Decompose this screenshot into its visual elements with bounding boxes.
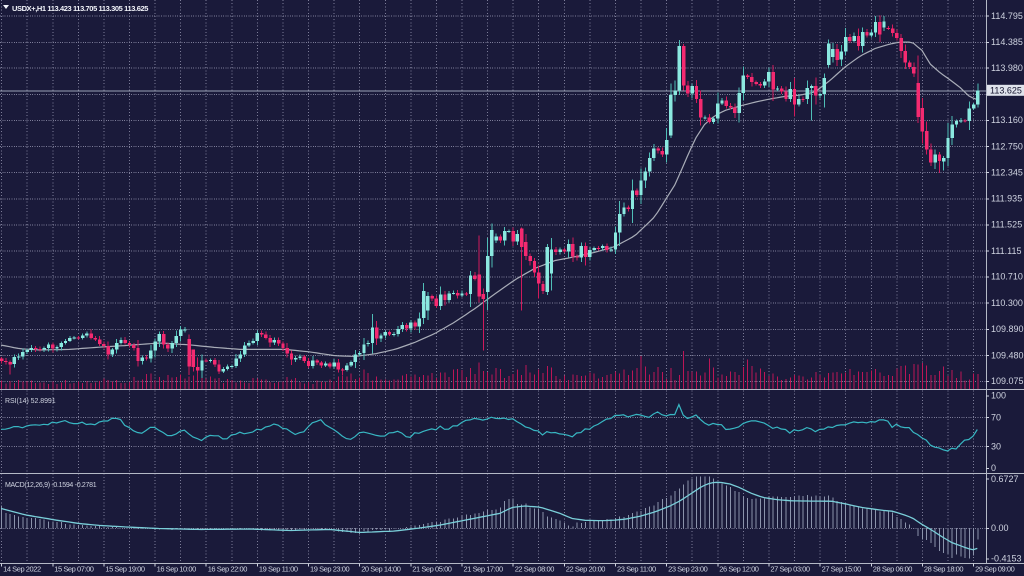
svg-text:23 Sep 11:00: 23 Sep 11:00 [617, 565, 656, 574]
svg-text:100: 100 [991, 391, 1006, 401]
svg-text:16 Sep 22:00: 16 Sep 22:00 [208, 565, 248, 574]
svg-text:MACD(12,26,9) -0.1594 -0.2781: MACD(12,26,9) -0.1594 -0.2781 [5, 482, 97, 489]
svg-text:113.980: 113.980 [991, 63, 1023, 73]
svg-text:113.625: 113.625 [990, 86, 1022, 96]
svg-text:28 Sep 18:00: 28 Sep 18:00 [924, 565, 964, 574]
svg-text:70: 70 [991, 412, 1001, 422]
svg-text:112.345: 112.345 [991, 167, 1023, 177]
svg-text:111.935: 111.935 [991, 194, 1022, 204]
svg-text:27 Sep 03:00: 27 Sep 03:00 [770, 565, 810, 574]
svg-text:109.890: 109.890 [991, 324, 1024, 334]
svg-text:14 Sep 2022: 14 Sep 2022 [3, 565, 41, 574]
svg-text:0.00: 0.00 [991, 523, 1009, 533]
svg-text:20 Sep 14:00: 20 Sep 14:00 [361, 565, 401, 574]
svg-text:109.480: 109.480 [991, 350, 1024, 360]
svg-text:111.115: 111.115 [991, 246, 1022, 256]
svg-text:30: 30 [991, 441, 1001, 451]
svg-text:RSI(14) 52.8991: RSI(14) 52.8991 [5, 398, 56, 405]
svg-text:15 Sep 07:00: 15 Sep 07:00 [54, 565, 94, 574]
svg-text:109.075: 109.075 [991, 376, 1024, 386]
svg-text:114.795: 114.795 [991, 11, 1023, 21]
svg-text:112.750: 112.750 [991, 141, 1023, 151]
svg-text:19 Sep 11:00: 19 Sep 11:00 [259, 565, 298, 574]
svg-text:19 Sep 23:00: 19 Sep 23:00 [310, 565, 350, 574]
svg-text:28 Sep 06:00: 28 Sep 06:00 [873, 565, 913, 574]
svg-text:111.525: 111.525 [991, 220, 1022, 230]
svg-text:29 Sep 09:00: 29 Sep 09:00 [975, 565, 1015, 574]
svg-text:16 Sep 10:00: 16 Sep 10:00 [157, 565, 197, 574]
svg-text:23 Sep 23:00: 23 Sep 23:00 [668, 565, 708, 574]
svg-text:-0.4153: -0.4153 [991, 554, 1022, 564]
svg-text:15 Sep 19:00: 15 Sep 19:00 [105, 565, 145, 574]
svg-text:27 Sep 15:00: 27 Sep 15:00 [822, 565, 862, 574]
svg-text:21 Sep 17:00: 21 Sep 17:00 [464, 565, 504, 574]
svg-text:USDX+,H1 113.423 113.705 113.: USDX+,H1 113.423 113.705 113.305 113.625 [12, 4, 148, 13]
svg-text:110.710: 110.710 [991, 272, 1023, 282]
svg-text:114.385: 114.385 [991, 37, 1023, 47]
svg-text:22 Sep 08:00: 22 Sep 08:00 [515, 565, 555, 574]
svg-text:110.300: 110.300 [991, 298, 1023, 308]
svg-text:21 Sep 05:00: 21 Sep 05:00 [412, 565, 452, 574]
svg-text:0: 0 [991, 463, 996, 473]
svg-text:0.6727: 0.6727 [991, 474, 1019, 484]
svg-text:113.160: 113.160 [991, 115, 1023, 125]
svg-text:26 Sep 12:00: 26 Sep 12:00 [719, 565, 759, 574]
svg-text:22 Sep 20:00: 22 Sep 20:00 [566, 565, 606, 574]
